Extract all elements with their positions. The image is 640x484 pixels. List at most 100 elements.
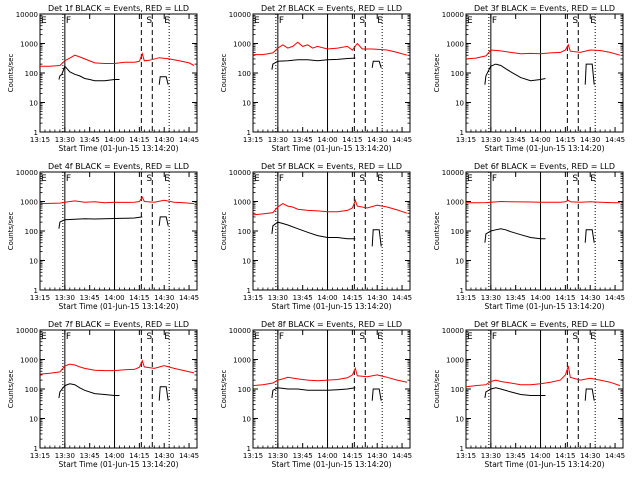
panel-5-xtick-label: 14:15: [342, 294, 362, 302]
panel-5-marker-label: F: [279, 174, 284, 184]
panel-4-xtick-label: 13:15: [30, 294, 50, 302]
panel-6-xtick-label: 14:30: [580, 294, 600, 302]
panel-4-ytick-label: 100: [25, 228, 38, 236]
panel-5-xtick-label: 14:00: [317, 294, 337, 302]
panel-2-ytick-label: 1: [247, 129, 251, 137]
panel-6-xtick-label: 13:15: [456, 294, 476, 302]
panel-7-xtick-label: 14:00: [104, 452, 124, 460]
panel-5-title: Det 5f BLACK = Events, RED = LLD: [261, 162, 402, 171]
panel-8-xtick-label: 13:30: [268, 452, 288, 460]
panel-7-xtick-label: 13:15: [30, 452, 50, 460]
panel-2-xtick-label: 13:15: [243, 136, 263, 144]
panel-1-xtick-label: 13:15: [30, 136, 50, 144]
panel-2-ylabel: Counts/sec: [220, 54, 228, 93]
panel-3-ytick-label: 1: [460, 129, 464, 137]
panel-7-marker-label: E: [41, 332, 47, 342]
panel-7-ytick-label: 10: [29, 416, 38, 424]
panel-8-ytick-label: 10: [242, 416, 251, 424]
panel-7-plot-frame: [39, 329, 198, 449]
panel-3-xtick-label: 13:15: [456, 136, 476, 144]
panel-7-xtick-label: 14:30: [154, 452, 174, 460]
panel-2-marker-label: S: [359, 16, 365, 26]
panel-2-lld-line: [253, 41, 408, 56]
panel-1-xtick-label: 14:45: [179, 136, 199, 144]
panel-4-ytick-label: 10: [29, 258, 38, 266]
panel-1-marker-label: E: [41, 16, 47, 26]
panel-9-xtick-label: 14:00: [530, 452, 550, 460]
panel-5-ytick-label: 10: [242, 258, 251, 266]
panel-9-events-segment: [584, 388, 595, 401]
panel-1-xtick-label: 14:15: [129, 136, 149, 144]
panel-7-xtick-label: 13:30: [55, 452, 75, 460]
panel-4-marker-label: E: [164, 174, 170, 184]
panel-5-xtick-label: 13:45: [293, 294, 313, 302]
panel-1-marker-label: S: [146, 16, 152, 26]
panel-3-marker-label: E: [590, 16, 596, 26]
panel-8-xtick-label: 14:15: [342, 452, 362, 460]
panel-4-lld-line: [39, 196, 195, 205]
panel-3-ytick-label: 1000: [446, 41, 464, 49]
panel-2-plot-frame: [252, 13, 411, 133]
panel-5-ytick-label: 10000: [229, 169, 251, 177]
panel-3-lld-line: [465, 43, 621, 60]
panel-6-marker-label: E: [467, 174, 473, 184]
panel-2-xtick-label: 14:15: [342, 136, 362, 144]
panel-4-xtick-label: 14:15: [129, 294, 149, 302]
panel-9-events-line: [484, 387, 546, 398]
panel-4-ylabel: Counts/sec: [7, 212, 15, 251]
panel-2-xtick-label: 13:30: [268, 136, 288, 144]
panel-5-plot-frame: [252, 171, 411, 291]
panel-4-marker-label: S: [146, 174, 152, 184]
panel-6-events-line: [484, 228, 546, 243]
panel-6-xtick-label: 13:30: [481, 294, 501, 302]
panel-4-ytick-label: 1: [34, 287, 38, 295]
panel-3-ytick-label: 10000: [442, 11, 464, 19]
panel-3-marker-label: E: [467, 16, 473, 26]
panel-9-lld-line: [465, 365, 621, 388]
panel-9-marker-label: E: [467, 332, 473, 342]
panel-7-xtick-label: 14:45: [179, 452, 199, 460]
panel-9-ytick-label: 1: [460, 445, 464, 453]
panel-3-events-line: [484, 63, 546, 85]
panel-9-xtick-label: 13:30: [481, 452, 501, 460]
panel-3-plot-frame: [465, 13, 624, 133]
panel-1-ytick-label: 10000: [16, 11, 38, 19]
panel-2-events-line: [271, 57, 356, 70]
panel-8-ytick-label: 10000: [229, 327, 251, 335]
panel-9-ylabel: Counts/sec: [433, 370, 441, 409]
panel-1-xtick-label: 14:30: [154, 136, 174, 144]
panel-3-xtick-label: 14:30: [580, 136, 600, 144]
panel-2-ytick-label: 10000: [229, 11, 251, 19]
panel-6-ytick-label: 1000: [446, 199, 464, 207]
panel-1-title: Det 1f BLACK = Events, RED = LLD: [48, 4, 189, 13]
panel-8-ytick-label: 1: [247, 445, 251, 453]
panel-5-ytick-label: 100: [238, 228, 251, 236]
panel-4-ytick-label: 10000: [16, 169, 38, 177]
panel-8-xtick-label: 14:45: [392, 452, 412, 460]
panel-6-lld-line: [466, 199, 621, 204]
panel-2-ytick-label: 1000: [233, 41, 251, 49]
panel-9-marker-label: F: [492, 332, 497, 342]
panel-1-ytick-label: 100: [25, 70, 38, 78]
panel-7-ytick-label: 1000: [20, 357, 38, 365]
panel-4-xtick-label: 13:45: [80, 294, 100, 302]
panel-8-marker-label: F: [279, 332, 284, 342]
panel-4-xtick-label: 14:30: [154, 294, 174, 302]
panel-8-marker-label: S: [359, 332, 365, 342]
panel-2-events-segment: [371, 60, 382, 68]
panel-7-xtick-label: 14:15: [129, 452, 149, 460]
panel-1-xtick-label: 14:00: [104, 136, 124, 144]
panel-7-title: Det 7f BLACK = Events, RED = LLD: [48, 320, 189, 329]
panel-1-xlabel: Start Time (01-Jun-15 13:14:20): [59, 144, 179, 153]
panel-1-ytick-label: 10: [29, 100, 38, 108]
panel-5-xtick-label: 13:15: [243, 294, 263, 302]
panel-1-ylabel: Counts/sec: [7, 54, 15, 93]
panel-3-marker-label: S: [572, 16, 578, 26]
panel-7-marker-label: S: [146, 332, 152, 342]
panel-6-marker-label: F: [492, 174, 497, 184]
panel-6-marker-label: S: [572, 174, 578, 184]
panel-7-marker-label: F: [66, 332, 71, 342]
panel-3-events-segment: [584, 63, 595, 85]
panel-1-marker-label: E: [164, 16, 170, 26]
panel-7-xlabel: Start Time (01-Jun-15 13:14:20): [59, 460, 179, 469]
